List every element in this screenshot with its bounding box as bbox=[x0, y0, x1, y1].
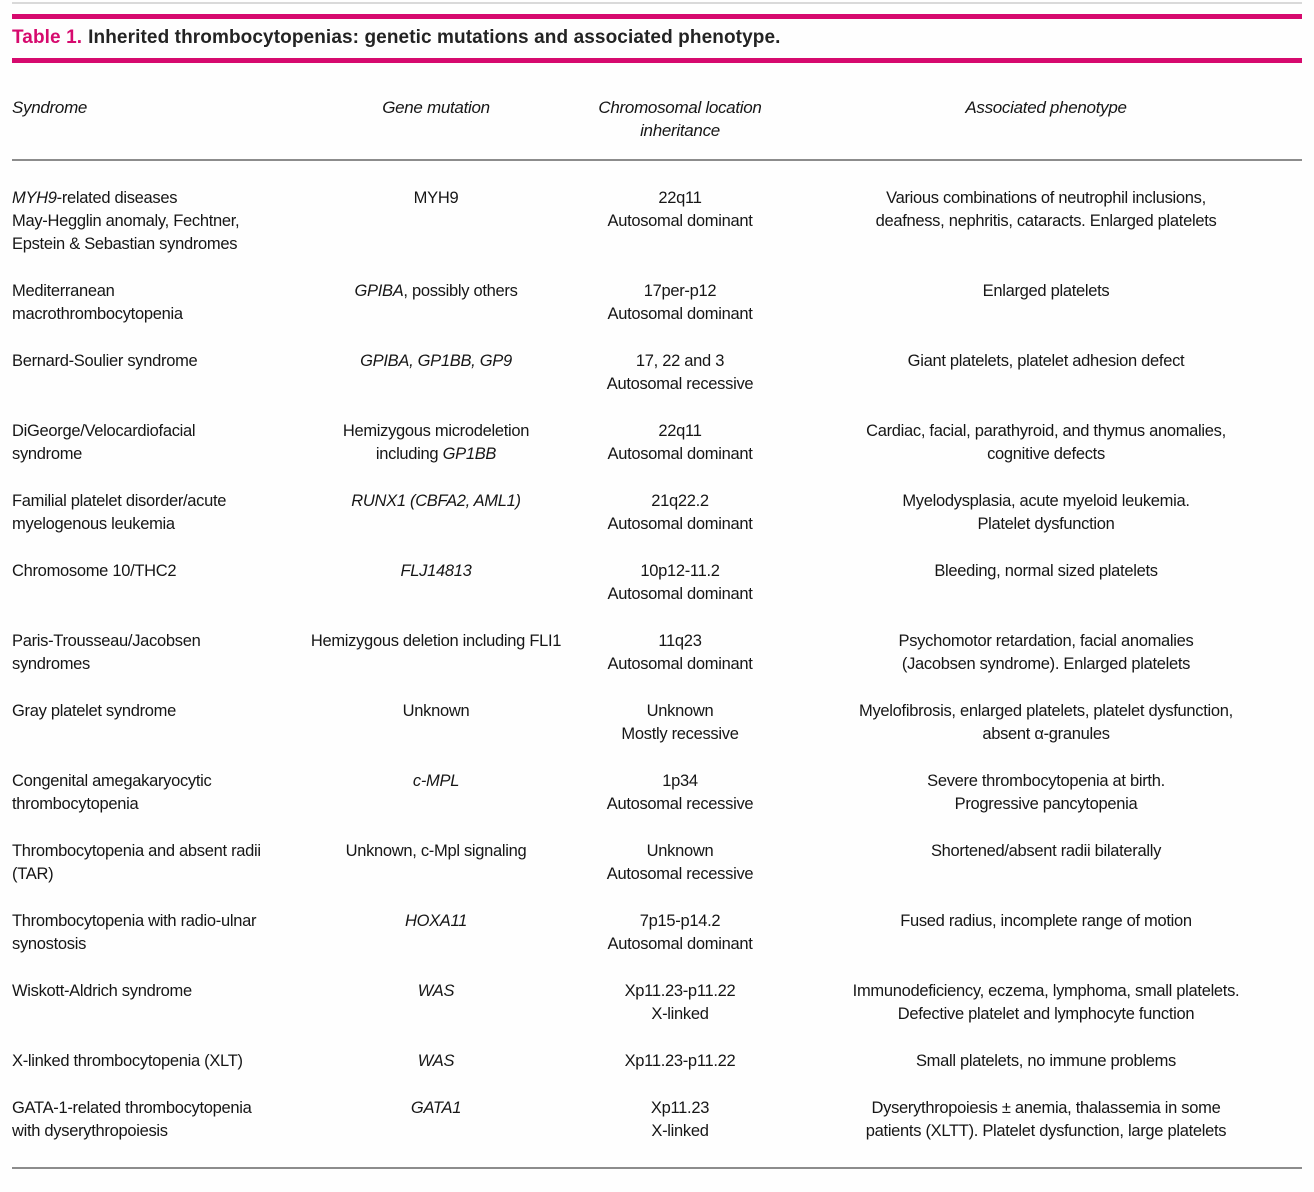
location-cell: Xp11.23 X-linked bbox=[650, 1099, 710, 1140]
table-row: Paris-Trousseau/Jacobsen syndromes Hemiz… bbox=[12, 630, 1302, 700]
location-cell: Xp11.23-p11.22 X-linked bbox=[624, 982, 736, 1023]
syndrome-cell: GATA-1-related thrombocytopenia with dys… bbox=[12, 1099, 252, 1140]
column-header-associated-phenotype: Associated phenotype bbox=[790, 63, 1302, 161]
syndrome-cell: Mediterranean macrothrombocytopenia bbox=[12, 282, 183, 323]
phenotype-cell: Cardiac, facial, parathyroid, and thymus… bbox=[866, 422, 1226, 463]
phenotype-cell: Myelodysplasia, acute myeloid leukemia. … bbox=[902, 492, 1190, 533]
gene-cell: Hemizygous deletion including FLI1 bbox=[310, 632, 562, 650]
table-row: Thrombocytopenia with radio-ulnar synost… bbox=[12, 910, 1302, 980]
accent-rule-top bbox=[12, 14, 1302, 19]
location-cell: 11q23 Autosomal dominant bbox=[607, 632, 753, 673]
gene-cell: GPIBA, GP1BB, GP9 bbox=[360, 352, 512, 370]
table-row: Gray platelet syndrome Unknown Unknown M… bbox=[12, 700, 1302, 770]
table-row: MYH9-related diseases May-Hegglin anomal… bbox=[12, 160, 1302, 280]
table-caption-text: Inherited thrombocytopenias: genetic mut… bbox=[88, 27, 781, 48]
gene-cell: Hemizygous microdeletion including GP1BB bbox=[342, 422, 530, 463]
table-row: Wiskott-Aldrich syndrome WAS Xp11.23-p11… bbox=[12, 980, 1302, 1050]
table-header: Syndrome Gene mutation Chromosomal locat… bbox=[12, 63, 1302, 161]
table-body: MYH9-related diseases May-Hegglin anomal… bbox=[12, 160, 1302, 1167]
accent-rule-below-title bbox=[12, 58, 1302, 63]
location-cell: 17per-p12 Autosomal dominant bbox=[607, 282, 753, 323]
table-row: GATA-1-related thrombocytopenia with dys… bbox=[12, 1097, 1302, 1167]
table-row: Thrombocytopenia and absent radii (TAR) … bbox=[12, 840, 1302, 910]
table-row: Familial platelet disorder/acute myeloge… bbox=[12, 490, 1302, 560]
location-cell: 22q11 Autosomal dominant bbox=[607, 189, 753, 230]
gene-cell: HOXA11 bbox=[404, 912, 468, 930]
phenotype-cell: Bleeding, normal sized platelets bbox=[934, 562, 1158, 580]
location-cell: 21q22.2 Autosomal dominant bbox=[607, 492, 753, 533]
gene-cell: GPIBA, possibly others bbox=[354, 282, 518, 300]
phenotype-cell: Various combinations of neutrophil inclu… bbox=[875, 189, 1217, 230]
phenotype-cell: Enlarged platelets bbox=[982, 282, 1110, 300]
data-table: Syndrome Gene mutation Chromosomal locat… bbox=[12, 63, 1302, 1167]
location-cell: 7p15-p14.2 Autosomal dominant bbox=[607, 912, 753, 953]
location-cell: 22q11 Autosomal dominant bbox=[607, 422, 753, 463]
syndrome-cell: Chromosome 10/THC2 bbox=[12, 562, 177, 580]
location-cell: Unknown Autosomal recessive bbox=[606, 842, 754, 883]
phenotype-cell: Fused radius, incomplete range of motion bbox=[900, 912, 1192, 930]
gene-cell: GATA1 bbox=[410, 1099, 462, 1117]
table-caption: Table 1. Inherited thrombocytopenias: gen… bbox=[12, 19, 1302, 58]
table-row: Mediterranean macrothrombocytopenia GPIB… bbox=[12, 280, 1302, 350]
phenotype-cell: Small platelets, no immune problems bbox=[915, 1052, 1177, 1070]
column-header-chromosomal-location: Chromosomal location inheritance bbox=[570, 63, 790, 161]
table-row: Chromosome 10/THC2 FLJ14813 10p12-11.2 A… bbox=[12, 560, 1302, 630]
syndrome-cell: Thrombocytopenia with radio-ulnar synost… bbox=[12, 912, 257, 953]
phenotype-cell: Shortened/absent radii bilaterally bbox=[930, 842, 1162, 860]
phenotype-cell: Psychomotor retardation, facial anomalie… bbox=[898, 632, 1194, 673]
syndrome-cell: Congenital amegakaryocytic thrombocytope… bbox=[12, 772, 212, 813]
phenotype-cell: Giant platelets, platelet adhesion defec… bbox=[907, 352, 1185, 370]
syndrome-cell: Wiskott-Aldrich syndrome bbox=[12, 982, 192, 1000]
column-header-gene-mutation: Gene mutation bbox=[302, 63, 570, 161]
syndrome-cell: MYH9-related diseases May-Hegglin anomal… bbox=[12, 189, 240, 253]
location-cell: Unknown Mostly recessive bbox=[621, 702, 739, 743]
phenotype-cell: Myelofibrosis, enlarged platelets, plate… bbox=[859, 702, 1233, 743]
syndrome-cell: Familial platelet disorder/acute myeloge… bbox=[12, 492, 227, 533]
gene-cell: RUNX1 (CBFA2, AML1) bbox=[351, 492, 521, 510]
syndrome-cell: Paris-Trousseau/Jacobsen syndromes bbox=[12, 632, 201, 673]
phenotype-cell: Immunodeficiency, eczema, lymphoma, smal… bbox=[852, 982, 1240, 1023]
page-top-edge-rule bbox=[12, 2, 1302, 4]
table-header-row: Syndrome Gene mutation Chromosomal locat… bbox=[12, 63, 1302, 161]
table-row: Bernard-Soulier syndrome GPIBA, GP1BB, G… bbox=[12, 350, 1302, 420]
table-bottom-rule bbox=[12, 1167, 1302, 1169]
table-row: X-linked thrombocytopenia (XLT) WAS Xp11… bbox=[12, 1050, 1302, 1097]
phenotype-cell: Dyserythropoiesis ± anemia, thalassemia … bbox=[865, 1099, 1227, 1140]
table-row: Congenital amegakaryocytic thrombocytope… bbox=[12, 770, 1302, 840]
gene-cell: MYH9 bbox=[413, 189, 459, 207]
syndrome-cell: Gray platelet syndrome bbox=[12, 702, 176, 720]
table-row: DiGeorge/Velocardiofacial syndrome Hemiz… bbox=[12, 420, 1302, 490]
gene-cell: WAS bbox=[417, 982, 455, 1000]
gene-cell: Unknown, c-Mpl signaling bbox=[345, 842, 527, 860]
location-cell: 1p34 Autosomal recessive bbox=[606, 772, 754, 813]
column-header-syndrome: Syndrome bbox=[12, 63, 302, 161]
gene-cell: WAS bbox=[417, 1052, 455, 1070]
syndrome-cell: DiGeorge/Velocardiofacial syndrome bbox=[12, 422, 196, 463]
table-caption-label: Table 1. bbox=[12, 27, 83, 48]
syndrome-cell: X-linked thrombocytopenia (XLT) bbox=[12, 1052, 243, 1070]
location-cell: Xp11.23-p11.22 bbox=[624, 1052, 736, 1070]
gene-cell: FLJ14813 bbox=[400, 562, 472, 580]
syndrome-cell: Thrombocytopenia and absent radii (TAR) bbox=[12, 842, 261, 883]
gene-cell: Unknown bbox=[402, 702, 470, 720]
location-cell: 17, 22 and 3 Autosomal recessive bbox=[606, 352, 754, 393]
syndrome-cell: Bernard-Soulier syndrome bbox=[12, 352, 198, 370]
location-cell: 10p12-11.2 Autosomal dominant bbox=[607, 562, 753, 603]
phenotype-cell: Severe thrombocytopenia at birth. Progre… bbox=[927, 772, 1165, 813]
gene-cell: c-MPL bbox=[412, 772, 460, 790]
